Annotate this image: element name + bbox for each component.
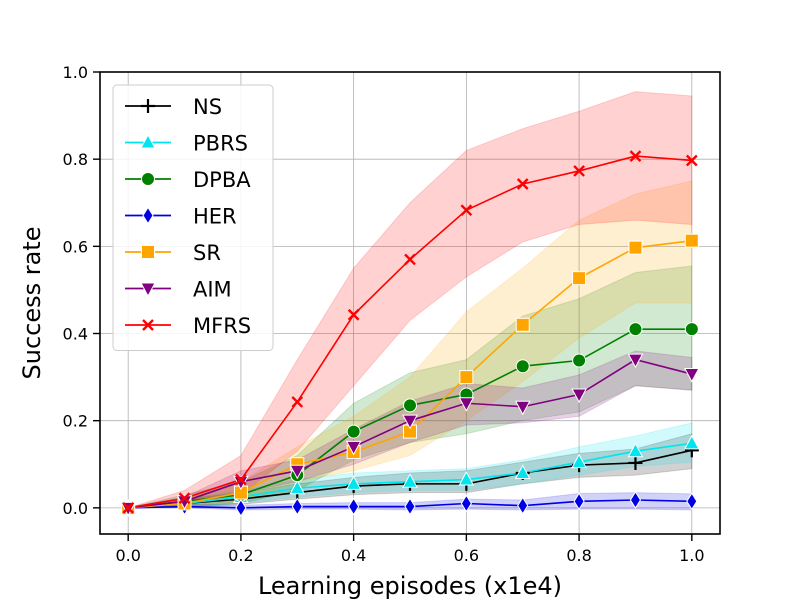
point-mfrs: [122, 502, 135, 514]
point-her: [348, 497, 360, 516]
point-sr: [572, 271, 587, 286]
legend-label-her: HER: [193, 205, 237, 229]
legend-item-dpba: DPBA: [125, 168, 251, 192]
x-tick-label: 0.8: [566, 546, 591, 565]
point-dpba: [572, 353, 587, 368]
point-mfrs: [460, 204, 473, 217]
point-pbrs: [289, 479, 306, 495]
x-tick-label: 0.6: [454, 546, 479, 565]
point-aim: [402, 414, 418, 430]
legend-item-her: HER: [125, 205, 237, 229]
point-her: [460, 494, 472, 513]
legend-marker-sr: [141, 245, 155, 259]
point-sr: [459, 370, 474, 385]
point-aim: [345, 440, 362, 456]
point-dpba: [628, 322, 643, 337]
legend-marker-pbrs: [140, 133, 156, 149]
point-her: [686, 492, 698, 511]
y-tick-label: 0.4: [63, 325, 88, 344]
point-pbrs: [345, 475, 362, 490]
point-dpba: [515, 359, 530, 374]
legend-item-mfrs: MFRS: [125, 314, 251, 338]
point-aim: [514, 400, 531, 416]
point-mfrs: [235, 473, 247, 486]
legend-label-mfrs: MFRS: [193, 314, 251, 338]
point-aim: [627, 353, 644, 369]
legend-item-pbrs: PBRS: [125, 132, 248, 156]
point-aim: [683, 368, 700, 383]
point-mfrs: [347, 308, 360, 321]
x-axis-title: Learning episodes (x1e4): [258, 572, 562, 600]
point-her: [629, 491, 642, 509]
point-her: [235, 498, 247, 517]
point-ns: [628, 455, 643, 470]
point-mfrs: [516, 178, 529, 190]
point-sr: [515, 317, 530, 332]
legend-label-pbrs: PBRS: [193, 132, 248, 156]
x-tick-label: 0.4: [341, 546, 366, 565]
point-dpba: [403, 398, 417, 413]
point-mfrs: [685, 154, 698, 167]
series-markers: [120, 150, 700, 517]
point-sr: [684, 233, 699, 248]
point-mfrs: [178, 492, 191, 505]
plot-frame: [99, 71, 721, 535]
point-her: [573, 492, 585, 511]
point-aim: [289, 464, 306, 480]
point-aim: [458, 397, 475, 412]
legend-marker-mfrs: [142, 319, 154, 331]
y-tick-label: 1.0: [63, 63, 88, 82]
y-tick-label: 0.8: [63, 150, 88, 169]
axis-ticks: 0.0 0.2 0.4 0.6 0.8 1.0 0.0 0.2 0.4 0.6 0.8 1.0: [63, 63, 705, 565]
point-mfrs: [629, 150, 642, 162]
point-dpba: [346, 424, 361, 439]
point-mfrs: [291, 396, 304, 408]
point-her: [517, 496, 529, 515]
point-pbrs: [514, 464, 531, 479]
y-tick-label: 0.2: [63, 412, 88, 431]
x-tick-label: 1.0: [679, 546, 704, 565]
y-tick-label: 0.6: [63, 237, 88, 256]
point-pbrs: [627, 442, 644, 458]
point-pbrs: [458, 470, 475, 486]
point-pbrs: [683, 434, 700, 450]
point-her: [404, 497, 416, 516]
legend: NS PBRS DPBA HER SR AIM MFRS: [112, 84, 274, 351]
point-mfrs: [573, 165, 585, 177]
x-tick-label: 0.2: [228, 546, 253, 565]
legend-label-dpba: DPBA: [193, 168, 251, 192]
y-tick-label: 0.0: [63, 499, 88, 518]
point-pbrs: [571, 453, 587, 469]
x-tick-label: 0.0: [115, 546, 140, 565]
legend-label-aim: AIM: [193, 278, 232, 302]
legend-item-sr: SR: [125, 241, 221, 265]
point-dpba: [684, 322, 699, 337]
legend-marker-ns: [141, 99, 155, 113]
legend-marker-aim: [140, 282, 156, 298]
y-axis-title: Success rate: [18, 227, 46, 380]
point-mfrs: [404, 253, 416, 266]
legend-label-ns: NS: [193, 95, 222, 119]
legend-label-sr: SR: [193, 241, 221, 265]
point-aim: [571, 388, 587, 404]
point-her: [291, 497, 303, 516]
point-sr: [628, 240, 643, 255]
legend-item-ns: NS: [125, 95, 222, 119]
legend-item-aim: AIM: [125, 278, 232, 302]
legend-marker-dpba: [141, 172, 155, 186]
legend-marker-her: [142, 206, 154, 225]
point-pbrs: [402, 473, 418, 488]
